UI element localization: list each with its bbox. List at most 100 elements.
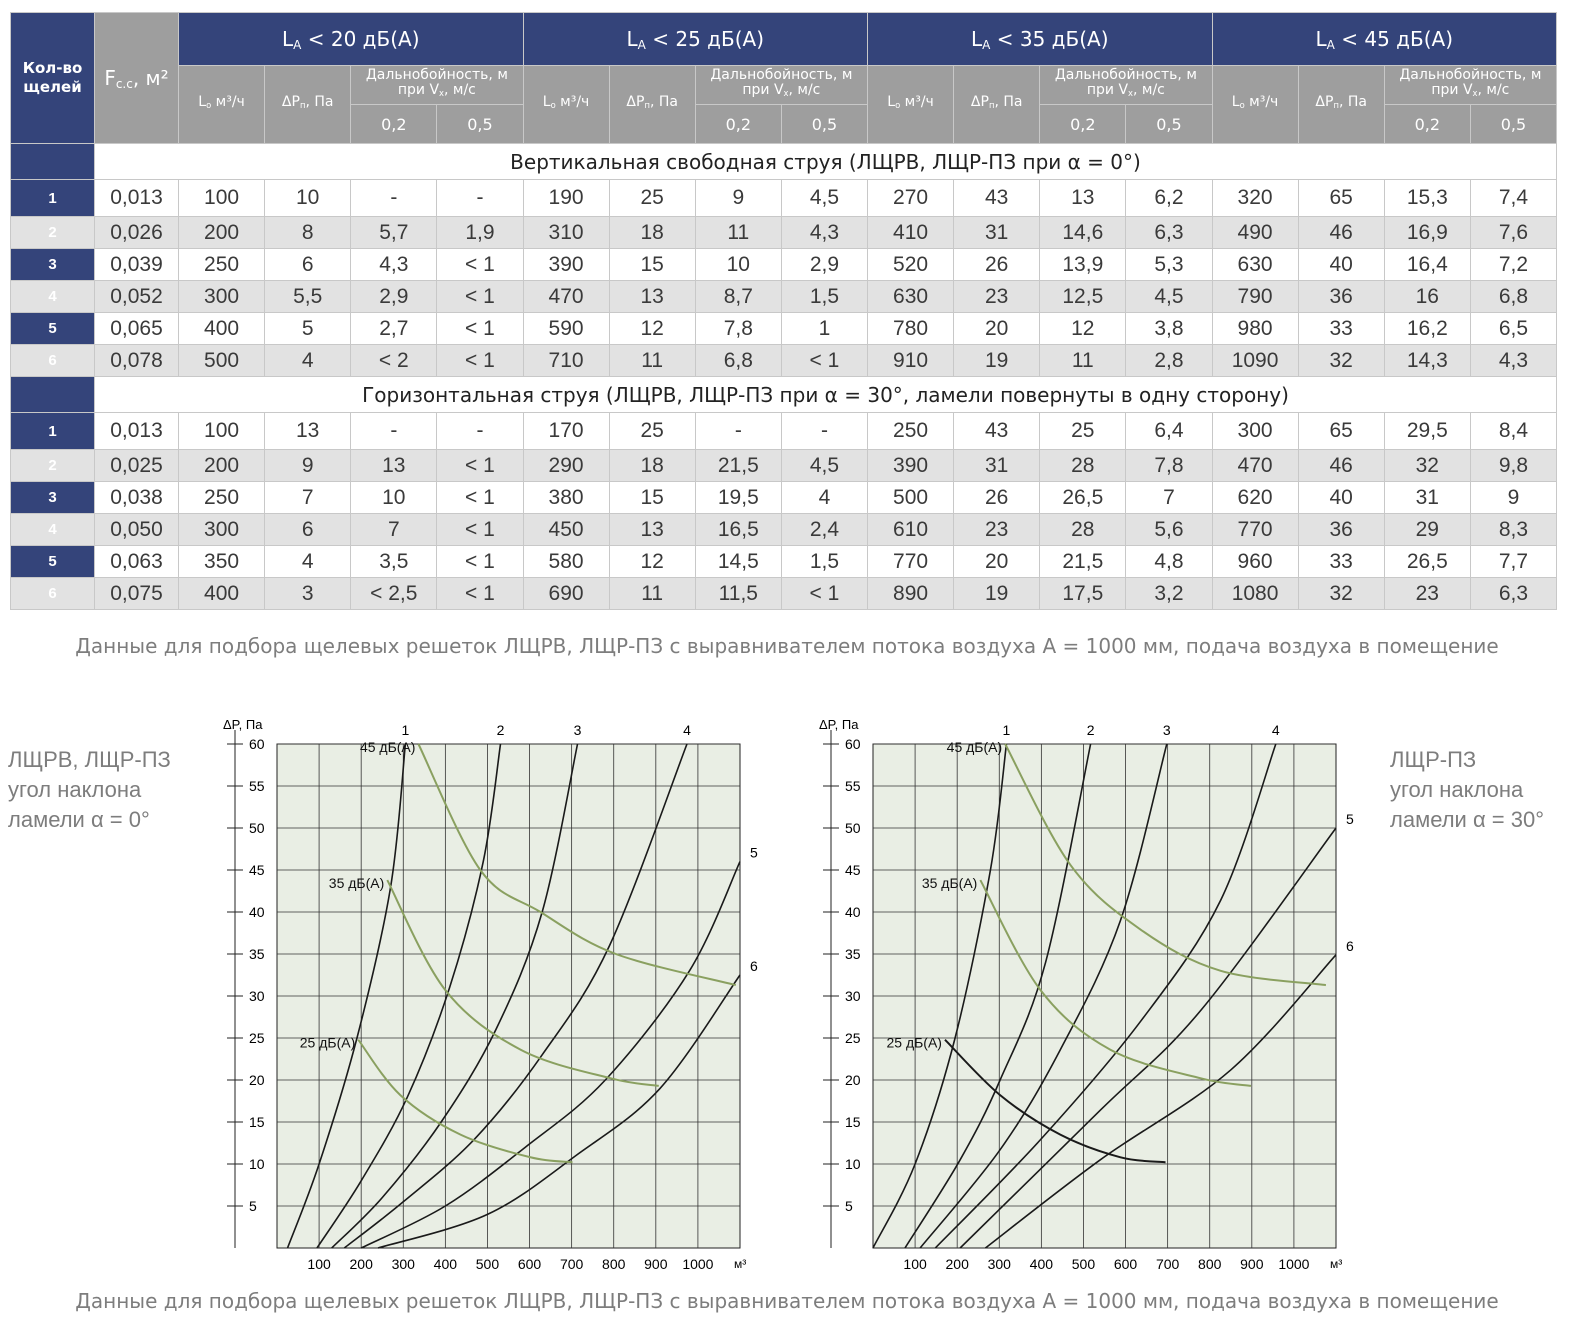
- x-tick-label: 200: [946, 1256, 970, 1272]
- data-row: 4 0,050 300 6 7 < 1 450 13 16,5 2,4 610 23 28 5,6 770 3…: [10, 513, 1558, 546]
- noise-curve: [979, 879, 1252, 1087]
- cell: 17,5: [1039, 577, 1127, 610]
- header-part: L: [971, 26, 983, 51]
- cell: 6: [264, 513, 352, 546]
- cell: 10: [264, 179, 352, 217]
- cell: 2,4: [780, 513, 869, 546]
- cell: 1090: [1211, 344, 1299, 377]
- cell: 5: [264, 312, 352, 345]
- speed-header: 0,5: [780, 104, 869, 144]
- cell: 250: [177, 481, 266, 514]
- header-part: , м/с: [1477, 82, 1510, 99]
- cell: 1,5: [780, 545, 869, 578]
- cell: 300: [177, 280, 266, 313]
- cell: 65: [1297, 412, 1385, 450]
- slot-count: 2: [10, 449, 95, 482]
- cell: 7,6: [1469, 216, 1558, 249]
- noise-level: < 25 дБ(А): [652, 26, 764, 51]
- cell: 19: [953, 344, 1041, 377]
- x-tick-label: 300: [392, 1256, 416, 1272]
- curve-label: 25 дБ(А): [886, 1035, 941, 1051]
- cell: 4,3: [780, 216, 869, 249]
- cell: 500: [177, 344, 266, 377]
- header-part: п: [988, 100, 995, 111]
- cell: 11: [608, 344, 696, 377]
- cell: 43: [953, 179, 1041, 217]
- curve-label: 1: [1003, 722, 1011, 738]
- section-row: Горизонтальная струя (ЛЩРВ, ЛЩР-ПЗ при α…: [10, 376, 1557, 413]
- cell: 43: [953, 412, 1041, 450]
- noise-curve: [417, 743, 737, 987]
- cell: 26,5: [1383, 545, 1471, 578]
- cell: 6: [264, 248, 352, 281]
- header-row: Lо м³/ч ΔPп, Па Дальнобойность, м при Vх, …: [11, 65, 1558, 144]
- cell: < 2: [350, 344, 438, 377]
- cell: 6,3: [1469, 577, 1558, 610]
- cell: 0,026: [94, 216, 179, 249]
- data-row: 3 0,038 250 7 10 < 1 380 15 19,5 4 500 26 26,5 7 620 40…: [10, 481, 1558, 514]
- header-part: , Па: [649, 94, 678, 111]
- data-row: 4 0,052 300 5,5 2,9 < 1 470 13 8,7 1,5 630 23 12,5 4,…: [10, 280, 1558, 313]
- cell: 7,2: [1469, 248, 1558, 281]
- y-tick-label: 25: [249, 1030, 265, 1046]
- cell: 5,6: [1125, 513, 1213, 546]
- cell: 28: [1039, 513, 1127, 546]
- cell: 28: [1039, 449, 1127, 482]
- flow-header: Lо м³/ч: [177, 65, 266, 144]
- y-tick-label: 45: [845, 862, 861, 878]
- speed-header: 0,5: [1469, 104, 1558, 144]
- y-tick-label: 15: [845, 1114, 861, 1130]
- cell: 890: [866, 577, 955, 610]
- cell: 15,3: [1383, 179, 1471, 217]
- y-tick-label: 60: [845, 736, 861, 752]
- noise-level: < 45 дБ(А): [1341, 26, 1453, 51]
- chart-note: ламели α = 0°: [8, 807, 150, 832]
- header-row: 0,2 0,5 0,2 0,5 0,2 0,5 0,2 0,5: [11, 104, 1558, 144]
- header-part: L: [1231, 94, 1240, 111]
- header-part: L: [282, 26, 294, 51]
- cell: < 1: [436, 280, 524, 313]
- header-part: Дальнобойность, м при V: [1054, 67, 1197, 99]
- cell: 630: [866, 280, 955, 313]
- cell: 490: [1211, 216, 1299, 249]
- header-part: , м/с: [444, 82, 476, 99]
- cell: 910: [866, 344, 955, 377]
- header-part: Дальнобойность, м при V: [1399, 67, 1542, 99]
- cell: 18: [608, 449, 696, 482]
- x-tick-label: 100: [903, 1256, 927, 1272]
- flow-curve: [377, 974, 741, 1249]
- header-part: A: [1326, 37, 1335, 52]
- cell: 12: [608, 545, 696, 578]
- cell: 6,3: [1125, 216, 1213, 249]
- x-tick-label: 100: [307, 1256, 331, 1272]
- cell: 6,8: [1469, 280, 1558, 313]
- cell: 0,013: [94, 179, 179, 217]
- cell: 310: [522, 216, 610, 249]
- y-tick-label: 55: [845, 778, 861, 794]
- curve-label: 3: [574, 722, 582, 738]
- cell: 410: [866, 216, 955, 249]
- noise-curve: [944, 1038, 1166, 1164]
- cell: 9: [1469, 481, 1558, 514]
- cell: 13: [264, 412, 352, 450]
- cell: 4,5: [780, 449, 869, 482]
- header-part: п: [644, 100, 650, 111]
- curve-label: 5: [750, 845, 758, 861]
- cell: 350: [177, 545, 266, 578]
- header-part: L: [626, 26, 638, 51]
- cell: 3,8: [1125, 312, 1213, 345]
- y-tick-label: 25: [845, 1030, 861, 1046]
- curve-label: 6: [750, 958, 758, 974]
- flow-curve: [360, 861, 741, 1249]
- cell: 2,7: [350, 312, 438, 345]
- cell: 31: [953, 216, 1041, 249]
- cell: 25: [1039, 412, 1127, 450]
- data-row: 3 0,039 250 6 4,3 < 1 390 15 10 2,9 520 26 13,9 5,3 63…: [10, 248, 1558, 281]
- pressure-header: ΔPп, Па: [608, 65, 696, 144]
- x-tick-label: 800: [602, 1256, 626, 1272]
- data-row: 6 0,078 500 4 < 2 < 1 710 11 6,8 < 1 910 19 11 2,8 109…: [10, 344, 1558, 377]
- cell: 690: [522, 577, 610, 610]
- selection-table: Кол-во щелей Fс.с, м² LA < 20 дБ(А) LA < 25…: [10, 12, 1558, 610]
- cell: 770: [866, 545, 955, 578]
